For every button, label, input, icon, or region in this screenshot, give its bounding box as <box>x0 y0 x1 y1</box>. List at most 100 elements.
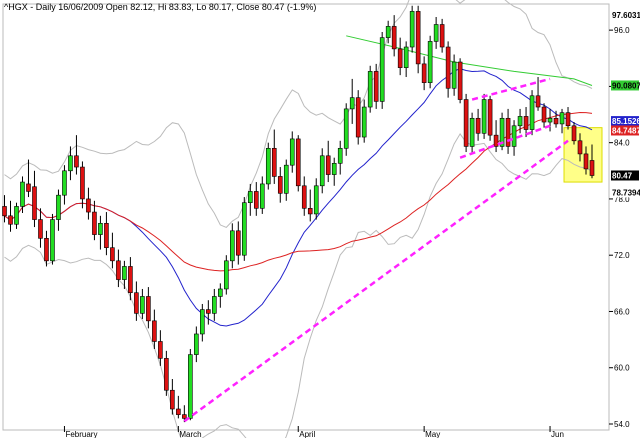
candle <box>427 35 433 89</box>
candle-body <box>427 41 433 83</box>
candle-body <box>391 26 397 50</box>
candle <box>26 159 31 198</box>
candle-body <box>68 155 73 172</box>
candle-body <box>331 162 337 175</box>
candle <box>32 170 37 228</box>
candle-body <box>487 99 493 136</box>
candle-body <box>301 185 307 209</box>
candle <box>487 95 493 141</box>
candle-body <box>259 183 265 209</box>
candle-body <box>122 266 127 280</box>
candle <box>295 135 301 192</box>
highlight-box <box>563 127 603 183</box>
y-tick-label: 78.0 <box>614 195 630 204</box>
price-tag-bg <box>611 170 639 181</box>
candle <box>224 255 229 295</box>
candle <box>122 260 127 289</box>
candle <box>589 144 595 179</box>
x-tick-label: March <box>179 430 201 438</box>
price-tag-bg <box>611 125 639 136</box>
candle <box>271 129 277 184</box>
candle-body <box>140 296 145 314</box>
candle <box>445 41 451 98</box>
candle <box>236 221 241 265</box>
candle-body <box>230 230 235 262</box>
candle-body <box>14 206 19 225</box>
candle-body <box>523 116 529 130</box>
candle <box>80 161 85 209</box>
candle <box>301 176 307 216</box>
candle-body <box>241 202 247 256</box>
ma-long-line <box>346 35 593 86</box>
candle <box>50 213 55 265</box>
candle <box>529 90 535 136</box>
candle-body <box>511 125 517 147</box>
candle <box>74 135 79 175</box>
candle <box>583 146 589 175</box>
candle <box>158 330 163 366</box>
candle <box>571 122 577 145</box>
candle-body <box>367 71 373 108</box>
candle <box>469 112 475 154</box>
x-tick-label: Jun <box>551 430 564 438</box>
candle <box>493 120 499 153</box>
candle-body <box>110 247 115 262</box>
candle <box>517 108 523 134</box>
candle <box>313 178 319 220</box>
candle-body <box>128 266 133 294</box>
candle <box>86 187 91 220</box>
candle-body <box>481 99 487 134</box>
candle-body <box>200 309 205 335</box>
candle <box>379 32 385 109</box>
candle-body <box>409 11 415 48</box>
candle-body <box>295 138 301 187</box>
candle-body <box>134 292 139 314</box>
candle <box>134 281 139 321</box>
candle-body <box>451 61 457 89</box>
candle <box>265 142 271 190</box>
candle <box>361 99 367 143</box>
candle <box>547 108 553 132</box>
candle-body <box>457 61 463 100</box>
candle-body <box>182 414 187 419</box>
candle-body <box>56 194 61 220</box>
candle-body <box>206 309 211 314</box>
candle-body <box>325 155 331 175</box>
candle-body <box>361 106 367 138</box>
candle-body <box>577 140 583 155</box>
price-tag-label: 90.0807 <box>612 81 640 90</box>
candle <box>68 146 73 181</box>
candle-body <box>505 117 511 147</box>
price-tag-bg <box>611 116 639 127</box>
candle-body <box>265 147 271 185</box>
candle-body <box>253 191 259 209</box>
candle-layer <box>2 5 595 423</box>
candle-body <box>50 219 55 262</box>
candle <box>188 348 193 421</box>
candle <box>230 223 235 269</box>
candle-body <box>463 99 469 147</box>
candle-body <box>307 208 313 215</box>
x-axis: February March April May Jun <box>63 426 564 438</box>
candle <box>349 78 355 124</box>
candle <box>331 157 337 186</box>
candle-body <box>283 164 289 194</box>
candle-body <box>247 191 253 203</box>
candle <box>170 378 175 415</box>
price-tag: 85.1526 <box>611 116 640 127</box>
candle <box>56 189 61 231</box>
candle-body <box>26 183 31 192</box>
lower-band-line <box>4 132 593 438</box>
candle-body <box>445 46 451 89</box>
y-tick-label: 84.0 <box>614 139 630 148</box>
candle <box>337 140 343 175</box>
bands-layer <box>4 0 593 438</box>
price-tag-label: 84.7487 <box>612 126 640 135</box>
candle <box>343 103 349 156</box>
candle <box>481 93 487 139</box>
candle <box>98 215 103 250</box>
candle <box>164 350 169 396</box>
candle-body <box>535 95 541 108</box>
y-tick-label: 54.0 <box>614 420 630 429</box>
